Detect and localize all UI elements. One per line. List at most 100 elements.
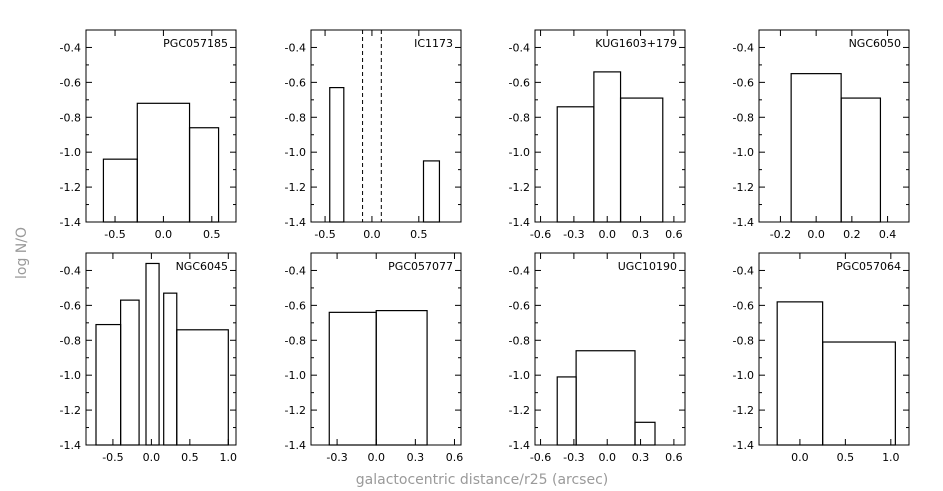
- panel-title: NGC6045: [176, 260, 228, 273]
- x-tick-label: -0.2: [770, 228, 791, 241]
- y-axis-title: log N/O: [14, 227, 30, 279]
- x-tick-label: -0.3: [563, 228, 584, 241]
- y-tick-label: -0.6: [285, 299, 306, 312]
- panel-ngc6050: -1.4 -1.2 -1.0 -0.8 -0.6 -0.4 -0.2 0.0 0.2 0.4 NGC…: [733, 29, 910, 241]
- bar: [822, 341, 896, 446]
- bar: [422, 160, 441, 223]
- bar: [329, 86, 345, 223]
- y-tick-label: -0.6: [733, 299, 754, 312]
- bar: [120, 299, 140, 446]
- x-tick-label: 0.3: [632, 228, 650, 241]
- x-tick-label: 0.6: [665, 228, 683, 241]
- x-tick-label: 0.6: [665, 451, 683, 464]
- y-tick-label: -1.4: [60, 216, 81, 229]
- y-tick-label: -1.0: [509, 146, 530, 159]
- x-tick-label: 0.5: [181, 451, 199, 464]
- panel-title: UGC10190: [618, 260, 677, 273]
- x-tick-label: 0.2: [843, 228, 861, 241]
- bar: [328, 311, 377, 446]
- y-tick-label: -0.6: [60, 76, 81, 89]
- y-tick-label: -0.6: [509, 299, 530, 312]
- y-tick-label: -1.2: [509, 181, 530, 194]
- x-tick-label: 0.3: [632, 451, 650, 464]
- y-tick-label: -0.8: [733, 334, 754, 347]
- x-tick-label: -0.3: [326, 451, 347, 464]
- y-tick-label: -1.4: [509, 439, 530, 452]
- bar: [145, 262, 160, 446]
- y-tick-label: -0.4: [733, 41, 754, 54]
- x-tick-label: 0.4: [879, 228, 897, 241]
- y-tick-label: -1.2: [285, 181, 306, 194]
- y-tick-label: -1.4: [285, 439, 306, 452]
- panel-frame: [85, 252, 237, 446]
- panel-frame: [758, 29, 910, 223]
- y-tick-label: -0.6: [285, 76, 306, 89]
- x-tick-label: -0.3: [563, 451, 584, 464]
- bar: [634, 421, 656, 446]
- x-tick-label: -0.5: [314, 228, 335, 241]
- y-tick-label: -0.8: [509, 111, 530, 124]
- y-tick-label: -0.8: [285, 334, 306, 347]
- y-tick-label: -1.0: [285, 369, 306, 382]
- y-tick-label: -1.4: [285, 216, 306, 229]
- panel-pgc057077: -1.4 -1.2 -1.0 -0.8 -0.6 -0.4 -0.3 0.0 0.3 0.6 PGC…: [285, 252, 464, 464]
- x-tick-label: 0.0: [598, 228, 616, 241]
- panel-ugc10190: -1.4 -1.2 -1.0 -0.8 -0.6 -0.4 -0.6 -0.3 0.0 0.3 0.…: [509, 252, 686, 464]
- y-tick-label: -1.0: [509, 369, 530, 382]
- panel-ic1173: -1.4 -1.2 -1.0 -0.8 -0.6 -0.4 -0.5 0.0 0.5 IC1173: [285, 29, 462, 241]
- panel-title: PGC057064: [836, 260, 901, 273]
- x-tick-label: 0.3: [407, 451, 425, 464]
- bar: [163, 292, 178, 446]
- x-tick-label: 0.0: [367, 451, 385, 464]
- y-tick-label: -0.4: [60, 41, 81, 54]
- x-tick-label: 0.6: [446, 451, 464, 464]
- panel-pgc057185: -1.4 -1.2 -1.0 -0.8 -0.6 -0.4 -0.5 0.0 0.5 PGC057…: [60, 29, 237, 241]
- y-tick-label: -1.4: [509, 216, 530, 229]
- bar: [375, 310, 428, 446]
- bar: [619, 97, 664, 223]
- y-tick-label: -1.2: [60, 404, 81, 417]
- x-tick-label: 0.5: [837, 451, 855, 464]
- panel-title: PGC057077: [388, 260, 453, 273]
- y-tick-label: -1.2: [733, 404, 754, 417]
- panel-title: PGC057185: [163, 37, 228, 50]
- panels-group: -1.4 -1.2 -1.0 -0.8 -0.6 -0.4 -0.5 0.0 0.5 PGC057…: [60, 29, 910, 464]
- y-tick-label: -1.2: [60, 181, 81, 194]
- y-tick-label: -0.4: [285, 264, 306, 277]
- panel-frame: [310, 29, 462, 223]
- bar: [176, 329, 229, 446]
- panel-kug1603-179: -1.4 -1.2 -1.0 -0.8 -0.6 -0.4 -0.6 -0.3 0.0 0.3 0.…: [509, 29, 686, 241]
- panel-ngc6045: -1.4 -1.2 -1.0 -0.8 -0.6 -0.4 -0.5 0.0 0.5 1.0 NGC…: [60, 252, 238, 464]
- x-axis-title: galactocentric distance/r25 (arcsec): [356, 472, 608, 488]
- y-tick-label: -1.0: [285, 146, 306, 159]
- y-tick-label: -0.6: [733, 76, 754, 89]
- y-tick-label: -0.4: [509, 264, 530, 277]
- y-tick-label: -1.4: [60, 439, 81, 452]
- y-tick-label: -0.6: [509, 76, 530, 89]
- y-tick-label: -0.8: [285, 111, 306, 124]
- bar: [95, 323, 122, 446]
- y-tick-label: -0.8: [733, 111, 754, 124]
- panel-frame: [310, 252, 462, 446]
- y-tick-label: -1.4: [733, 216, 754, 229]
- y-tick-label: -0.4: [285, 41, 306, 54]
- y-tick-label: -0.4: [733, 264, 754, 277]
- y-tick-label: -1.0: [60, 146, 81, 159]
- bar: [593, 71, 622, 223]
- y-tick-label: -1.4: [733, 439, 754, 452]
- bar: [556, 106, 595, 223]
- bar: [575, 350, 636, 446]
- x-tick-label: 0.0: [155, 228, 173, 241]
- y-tick-label: -0.4: [60, 264, 81, 277]
- y-tick-label: -0.6: [60, 299, 81, 312]
- y-tick-label: -1.0: [60, 369, 81, 382]
- bar: [776, 301, 824, 446]
- x-tick-label: 0.5: [410, 228, 428, 241]
- x-tick-label: 1.0: [882, 451, 900, 464]
- panel-title: IC1173: [414, 37, 453, 50]
- x-tick-label: 1.0: [220, 451, 238, 464]
- panel-frame: [534, 252, 686, 446]
- bar: [188, 127, 220, 223]
- y-tick-label: -0.8: [509, 334, 530, 347]
